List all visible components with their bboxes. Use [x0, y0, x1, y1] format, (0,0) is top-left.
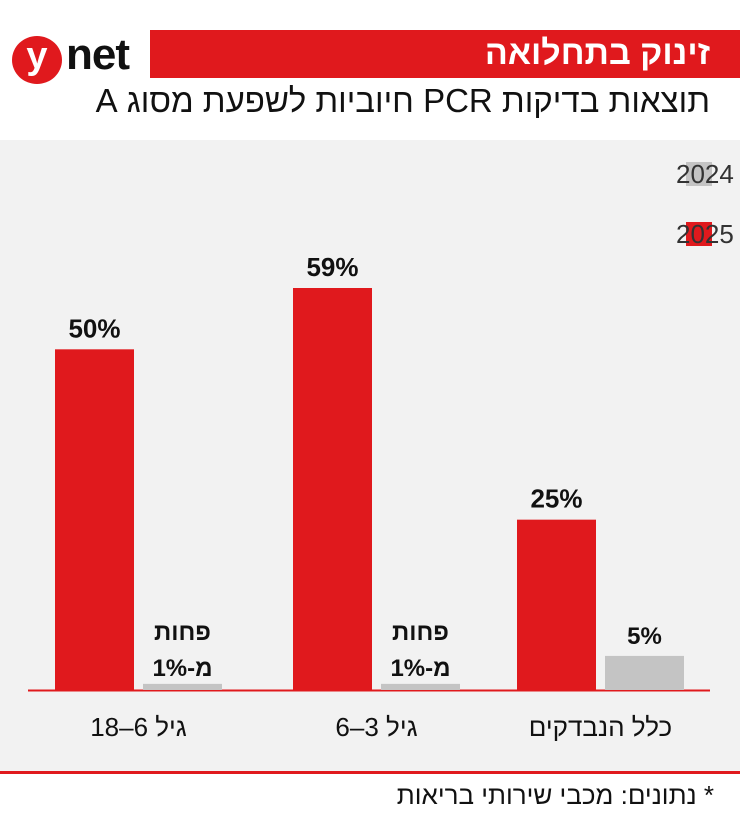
- data-label-2025-0: 50%: [68, 313, 120, 343]
- legend-label-0: נובמבר 2024: [676, 159, 740, 189]
- data-label-1-1: מ-1%: [390, 655, 450, 682]
- bar-2024-1: [381, 683, 460, 690]
- bar-2024-0: [143, 683, 222, 690]
- category-label-0: גיל 6–18: [90, 712, 187, 742]
- data-label-2025-1: 59%: [306, 252, 358, 282]
- banner: זינוק בתחלואה: [150, 30, 740, 78]
- data-label-2-0: 5%: [627, 623, 662, 650]
- source-footnote: * נתונים: מכבי שירותי בריאות: [396, 780, 714, 810]
- category-label-2: כלל הנבדקים: [529, 712, 672, 742]
- data-label-0-0: פחות: [154, 619, 211, 646]
- ynet-logo: ynety: [12, 36, 62, 84]
- legend-swatch-0: [686, 162, 712, 186]
- legend-label-1: נובמבר 2025: [676, 219, 740, 249]
- banner-title: זינוק בתחלואה: [484, 34, 710, 72]
- bar-chart: 50% פחות מ-1% גיל 6–18 59% פחות מ-1% גיל 3–6 25%…: [28, 159, 740, 742]
- data-label-0-1: מ-1%: [152, 655, 212, 682]
- divider: [0, 771, 740, 774]
- bar-2024-2: [605, 655, 684, 690]
- data-label-1-0: פחות: [392, 619, 449, 646]
- ynet-logo-text: net: [66, 30, 130, 79]
- bar-2025-2: [517, 519, 596, 690]
- bar-2025-0: [55, 349, 134, 690]
- bar-2025-1: [293, 288, 372, 690]
- category-label-1: גיל 3–6: [335, 712, 417, 742]
- data-label-2025-2: 25%: [530, 484, 582, 514]
- legend-swatch-1: [686, 222, 712, 246]
- chart-subtitle: תוצאות בדיקות PCR חיוביות לשפעת מסוג A: [95, 82, 710, 119]
